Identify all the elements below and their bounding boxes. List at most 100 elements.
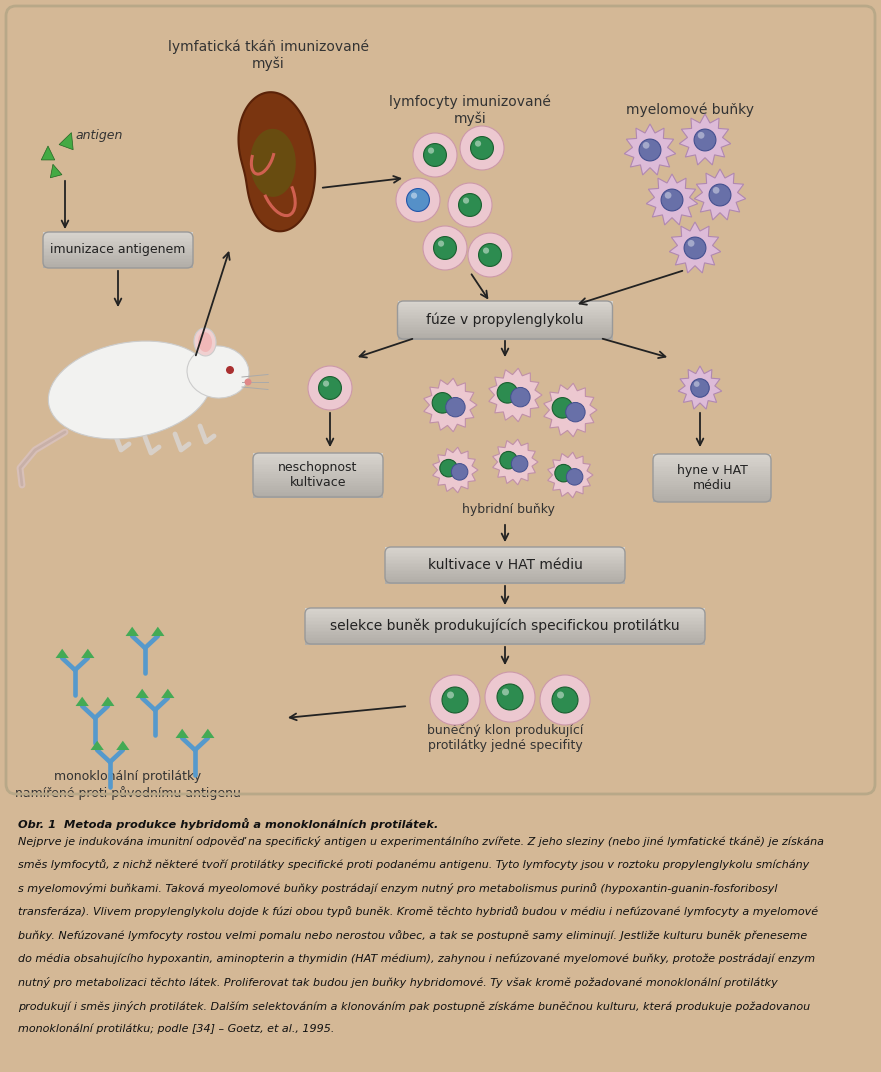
Bar [397,316,612,318]
Bar [385,555,625,557]
Circle shape [511,387,530,407]
Polygon shape [59,133,73,150]
Text: neschopnost
kultivace: neschopnost kultivace [278,461,358,489]
Bar [653,481,771,483]
Bar [653,482,771,486]
Bar [653,487,771,489]
Text: lymfocyty imunizované
myši: lymfocyty imunizované myši [389,94,551,125]
Bar [653,465,771,468]
Bar [385,560,625,562]
Bar [43,234,193,236]
Bar [397,313,612,315]
Bar [385,559,625,561]
Bar [253,493,383,495]
Bar [43,242,193,244]
Bar [397,325,612,327]
Ellipse shape [48,341,211,438]
Bar [43,252,193,254]
Bar [305,627,705,628]
Bar [253,459,383,461]
Bar [43,245,193,247]
Bar [43,255,193,257]
Bar [253,460,383,462]
Bar [43,267,193,268]
Bar [653,496,771,498]
Bar [653,475,771,477]
Polygon shape [125,627,139,636]
Bar [653,494,771,496]
Bar [43,258,193,259]
Circle shape [460,126,504,170]
Bar [397,319,612,322]
Circle shape [497,383,518,403]
Circle shape [691,378,709,398]
Bar [253,487,383,489]
Bar [397,333,612,334]
Bar [253,455,383,457]
Circle shape [319,376,342,400]
Bar [305,628,705,630]
Bar [43,250,193,251]
Bar [43,236,193,238]
Bar [397,301,612,303]
Circle shape [442,687,468,713]
Polygon shape [625,124,676,175]
Bar [43,247,193,249]
Text: monoklonální protilátku; podle [34] – Goetz, et al., 1995.: monoklonální protilátku; podle [34] – Go… [18,1024,335,1034]
Bar [43,263,193,264]
Bar [305,632,705,635]
Polygon shape [670,222,721,273]
Bar [397,330,612,332]
Circle shape [665,192,671,198]
Bar [653,479,771,481]
Circle shape [428,148,434,153]
Bar [305,623,705,624]
Bar [653,455,771,457]
Circle shape [552,398,573,418]
Bar [385,566,625,568]
Circle shape [308,366,352,410]
Bar [253,457,383,459]
Circle shape [458,194,481,217]
Circle shape [226,366,234,374]
Bar [397,306,612,308]
Polygon shape [424,378,477,432]
Circle shape [468,233,512,277]
Bar [385,562,625,564]
Circle shape [430,675,480,725]
Text: buňky. Nefúzované lymfocyty rostou velmi pomalu nebo nerostou vůbec, a tak se po: buňky. Nefúzované lymfocyty rostou velmi… [18,930,807,941]
Circle shape [323,381,329,387]
Bar [305,625,705,627]
Circle shape [475,140,481,147]
Bar [305,608,705,610]
Circle shape [485,672,535,723]
Text: kultivace v HAT médiu: kultivace v HAT médiu [427,559,582,572]
Polygon shape [175,729,189,738]
Bar [385,554,625,556]
Text: selekce buněk produkujících specifickou protilátku: selekce buněk produkujících specifickou … [330,619,680,634]
Bar [43,238,193,240]
Bar [397,321,612,323]
Polygon shape [76,697,89,706]
Bar [397,304,612,307]
Text: nutný pro metabolizaci těchto látek. Proliferovat tak budou jen buňky hybridomov: nutný pro metabolizaci těchto látek. Pro… [18,977,778,988]
Bar [43,240,193,242]
Bar [305,619,705,620]
Circle shape [684,237,706,259]
Bar [253,474,383,476]
Text: Obr. 1  Metoda produkce hybridomů a monoklonálních protilátek.: Obr. 1 Metoda produkce hybridomů a monok… [18,818,439,830]
Circle shape [448,183,492,227]
Bar [653,498,771,501]
Bar [385,550,625,552]
Circle shape [423,226,467,270]
Bar [305,616,705,619]
Circle shape [470,136,493,160]
Circle shape [511,456,528,472]
Bar [385,564,625,566]
Bar [385,551,625,553]
Circle shape [661,189,683,211]
Polygon shape [694,169,745,220]
Polygon shape [41,146,55,160]
Circle shape [424,144,447,166]
Bar [253,453,383,456]
